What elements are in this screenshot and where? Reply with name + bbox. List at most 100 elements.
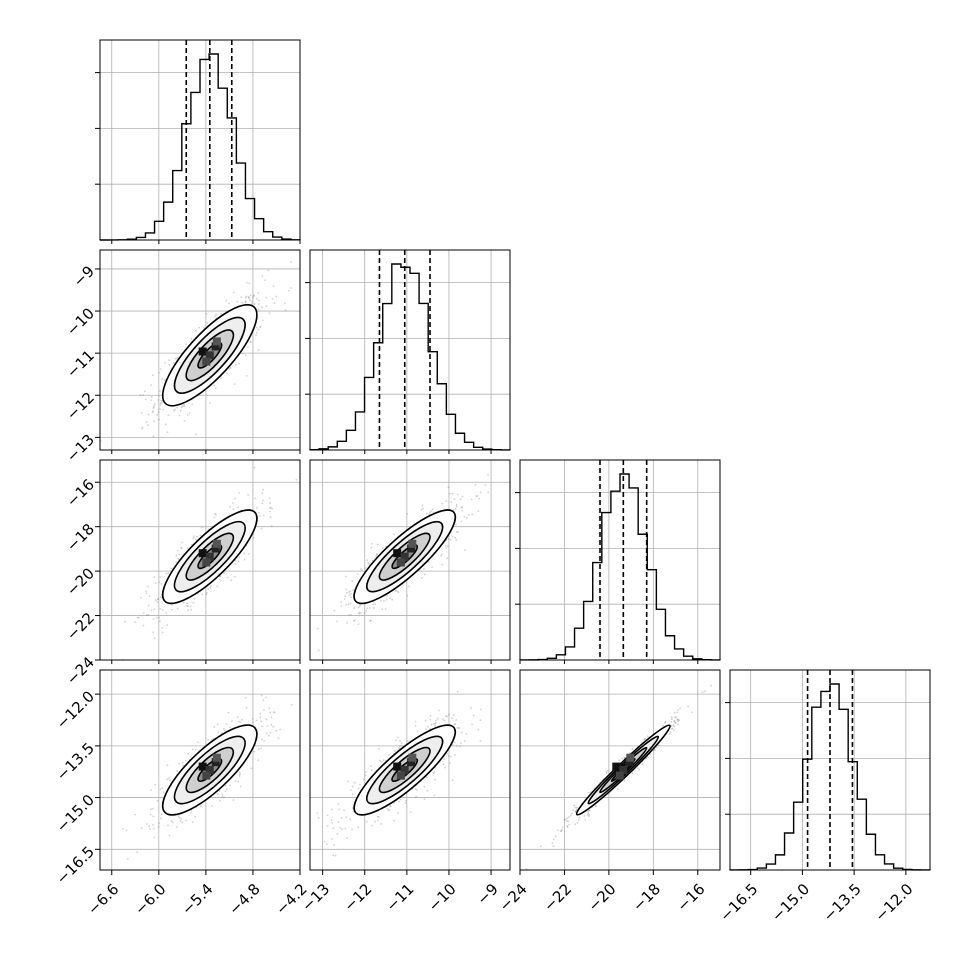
sample-point xyxy=(408,585,410,588)
hist-panel-1 xyxy=(95,39,301,241)
sample-point xyxy=(265,296,268,299)
sample-point xyxy=(213,726,216,728)
sample-point xyxy=(345,588,348,591)
sample-point xyxy=(479,719,482,721)
sample-point xyxy=(376,553,378,555)
sample-point xyxy=(198,326,201,329)
sample-point xyxy=(163,379,166,381)
sample-point xyxy=(168,359,170,361)
sample-point xyxy=(152,631,155,634)
sample-point xyxy=(677,720,679,723)
sample-point xyxy=(561,828,563,831)
sample-point xyxy=(701,691,704,694)
sample-point xyxy=(397,591,400,594)
sample-point xyxy=(578,816,581,819)
sample-point xyxy=(378,747,380,750)
sample-point xyxy=(158,581,161,583)
sample-point xyxy=(244,696,247,699)
sample-point xyxy=(362,778,365,781)
sample-point xyxy=(429,511,431,514)
sample-point xyxy=(157,399,160,401)
sample-point xyxy=(368,563,370,565)
sample-point xyxy=(188,412,191,415)
sample-point xyxy=(457,531,459,533)
sample-point xyxy=(358,605,361,608)
sample-point xyxy=(270,716,273,719)
sample-point xyxy=(258,512,260,514)
sample-point xyxy=(161,631,164,634)
sample-point xyxy=(378,816,380,818)
sample-point xyxy=(189,605,192,608)
panel-frame xyxy=(309,459,511,661)
sample-point xyxy=(317,649,320,652)
density-cell xyxy=(393,762,402,771)
sample-point xyxy=(349,818,352,821)
sample-point xyxy=(226,576,229,579)
sample-point xyxy=(190,809,193,812)
sample-point xyxy=(178,553,181,556)
sample-point xyxy=(552,845,555,847)
sample-point xyxy=(157,598,160,601)
sample-point xyxy=(172,362,175,364)
sample-point xyxy=(170,820,173,822)
sample-point xyxy=(353,607,356,609)
sample-point xyxy=(336,620,338,623)
x-tick-label: −12.0 xyxy=(871,880,916,925)
sample-point xyxy=(287,289,290,292)
sample-point xyxy=(167,572,170,575)
x-tick-label: −24 xyxy=(496,880,531,915)
sample-point xyxy=(214,387,217,390)
sample-point xyxy=(463,515,466,518)
sample-point xyxy=(170,609,173,611)
sample-point xyxy=(180,818,183,820)
sample-point xyxy=(252,296,255,299)
sample-point xyxy=(676,719,679,721)
sample-point xyxy=(569,814,572,817)
sample-point xyxy=(356,573,359,575)
sample-point xyxy=(587,812,590,815)
sample-point xyxy=(199,534,202,537)
x-tick-label: −10 xyxy=(425,880,460,915)
sample-point xyxy=(238,771,241,774)
sample-point xyxy=(638,768,641,771)
y-tick-label: −24 xyxy=(63,653,98,688)
sample-point xyxy=(566,825,569,828)
sample-point xyxy=(255,297,258,300)
sample-point xyxy=(366,559,369,561)
sample-point xyxy=(560,829,563,832)
sample-point xyxy=(152,807,154,810)
sample-point xyxy=(440,555,442,557)
sample-point xyxy=(423,573,426,576)
sample-point xyxy=(220,313,223,315)
sample-point xyxy=(456,690,459,693)
sample-point xyxy=(247,494,250,496)
sample-point xyxy=(566,817,569,820)
sample-point xyxy=(443,719,446,722)
sample-point xyxy=(157,371,160,374)
y-tick-label: −10 xyxy=(63,304,98,339)
sample-point xyxy=(317,817,320,819)
sample-point xyxy=(446,715,448,718)
sample-point xyxy=(393,533,395,535)
sample-point xyxy=(182,764,185,767)
sample-point xyxy=(142,394,145,396)
sample-point xyxy=(181,405,184,408)
sample-point xyxy=(244,354,247,356)
sample-point xyxy=(176,826,178,828)
sample-point xyxy=(191,821,194,824)
sample-point xyxy=(447,537,450,540)
sample-point xyxy=(367,562,369,564)
sample-point xyxy=(674,721,677,724)
sample-point xyxy=(257,759,260,762)
sample-point xyxy=(664,722,667,724)
sample-point xyxy=(259,712,262,715)
sample-point xyxy=(168,363,171,366)
sample-point xyxy=(563,818,566,821)
histogram-3 xyxy=(519,473,721,661)
sample-point xyxy=(180,406,183,409)
sample-point xyxy=(677,709,680,711)
sample-point xyxy=(679,707,681,710)
sample-point xyxy=(244,297,247,299)
panel-frame xyxy=(309,669,511,871)
hist-panel-2 xyxy=(305,249,511,451)
